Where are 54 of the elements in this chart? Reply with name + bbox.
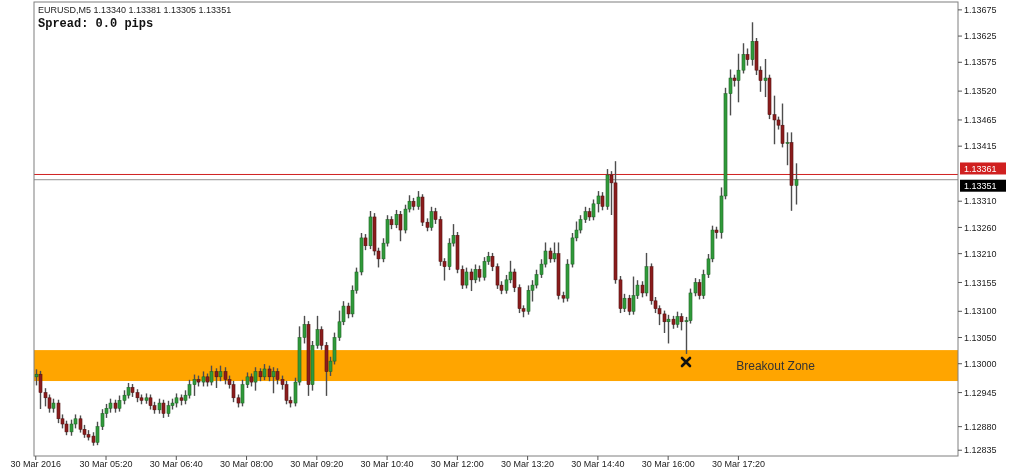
candlestick — [464, 267, 469, 289]
x-tick-label: 30 Mar 17:20 — [711, 459, 765, 469]
y-tick-label: 1.12835 — [964, 445, 997, 456]
chart-title: EURUSD,M5 1.13340 1.13381 1.13305 1.13351 — [38, 5, 232, 15]
y-tick-label: 1.13465 — [964, 115, 997, 126]
y-tick-label: 1.13675 — [964, 5, 997, 16]
x-tick-label: 30 Mar 08:00 — [220, 459, 274, 469]
candlestick — [284, 380, 289, 405]
x-tick-label: 30 Mar 14:40 — [571, 459, 625, 469]
candlestick — [271, 367, 276, 394]
candlestick — [552, 242, 557, 263]
candlestick — [750, 22, 755, 66]
y-tick-label: 1.13050 — [964, 332, 997, 343]
candlestick — [763, 58, 768, 98]
band-label: Breakout Zone — [736, 358, 816, 373]
candlestick — [469, 268, 474, 292]
candlestick — [666, 314, 671, 344]
candlestick — [214, 368, 219, 389]
y-tick-label: 1.13310 — [964, 196, 997, 207]
x-tick-label: 30 Mar 13:20 — [501, 459, 555, 469]
x-tick-label: 30 Mar 2016 — [10, 459, 62, 469]
y-tick-label: 1.13520 — [964, 86, 997, 97]
y-tick-label: 1.12945 — [964, 387, 997, 398]
y-tick-label: 1.13155 — [964, 277, 997, 288]
ref-line-label: 1.13361 — [964, 163, 997, 174]
y-tick-label: 1.13000 — [964, 358, 997, 369]
y-tick-label: 1.13260 — [964, 222, 997, 233]
candlestick — [429, 206, 434, 231]
x-tick-label: 30 Mar 09:20 — [290, 459, 344, 469]
text: Spread: 0.0 pips — [38, 17, 154, 31]
candlestick — [780, 103, 785, 148]
candlestick — [627, 294, 632, 316]
candlestick — [231, 380, 236, 403]
x-tick-label: 30 Mar 06:40 — [149, 459, 203, 469]
y-tick-label: 1.13210 — [964, 248, 997, 259]
candlestick — [785, 132, 790, 166]
x-tick-label: 30 Mar 16:00 — [641, 459, 695, 469]
candlestick — [697, 279, 702, 300]
y-tick-label: 1.13575 — [964, 57, 997, 68]
candlestick — [56, 399, 61, 424]
candlestick — [794, 163, 799, 205]
candlestick — [398, 211, 403, 242]
y-tick-label: 1.13100 — [964, 306, 997, 317]
x-tick-label: 30 Mar 12:00 — [430, 459, 484, 469]
ref-line-label: 1.13351 — [964, 180, 997, 191]
candlestick — [253, 367, 258, 391]
y-tick-label: 1.13415 — [964, 141, 997, 152]
candlestick — [209, 365, 214, 386]
candlestick — [591, 199, 596, 221]
y-tick-label: 1.12880 — [964, 421, 997, 432]
y-tick-label: 1.13625 — [964, 31, 997, 42]
x-tick-label: 30 Mar 10:40 — [360, 459, 414, 469]
x-tick-label: 30 Mar 05:20 — [79, 459, 133, 469]
candlestick — [631, 276, 636, 315]
